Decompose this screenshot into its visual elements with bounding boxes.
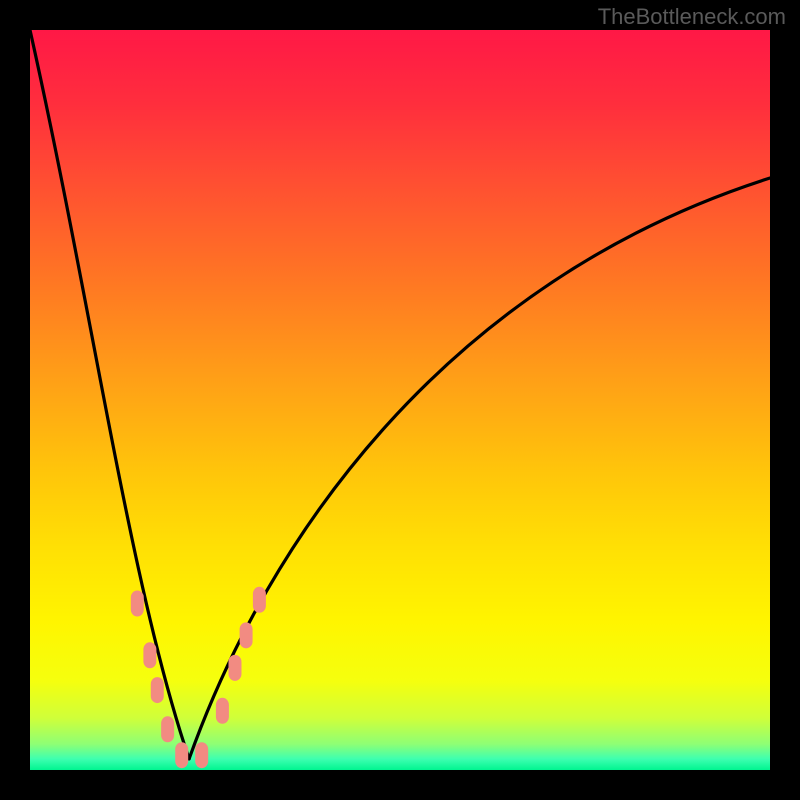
gradient-background <box>30 30 770 770</box>
marker-point <box>253 587 266 613</box>
marker-point <box>161 716 174 742</box>
marker-point <box>228 655 241 681</box>
marker-point <box>151 677 164 703</box>
marker-point <box>131 591 144 617</box>
marker-point <box>143 642 156 668</box>
watermark-text: TheBottleneck.com <box>598 4 786 30</box>
plot-area <box>30 30 770 770</box>
plot-svg <box>0 0 800 800</box>
marker-point <box>195 742 208 768</box>
marker-point <box>175 742 188 768</box>
chart-root: TheBottleneck.com <box>0 0 800 800</box>
marker-point <box>216 698 229 724</box>
marker-point <box>240 622 253 648</box>
